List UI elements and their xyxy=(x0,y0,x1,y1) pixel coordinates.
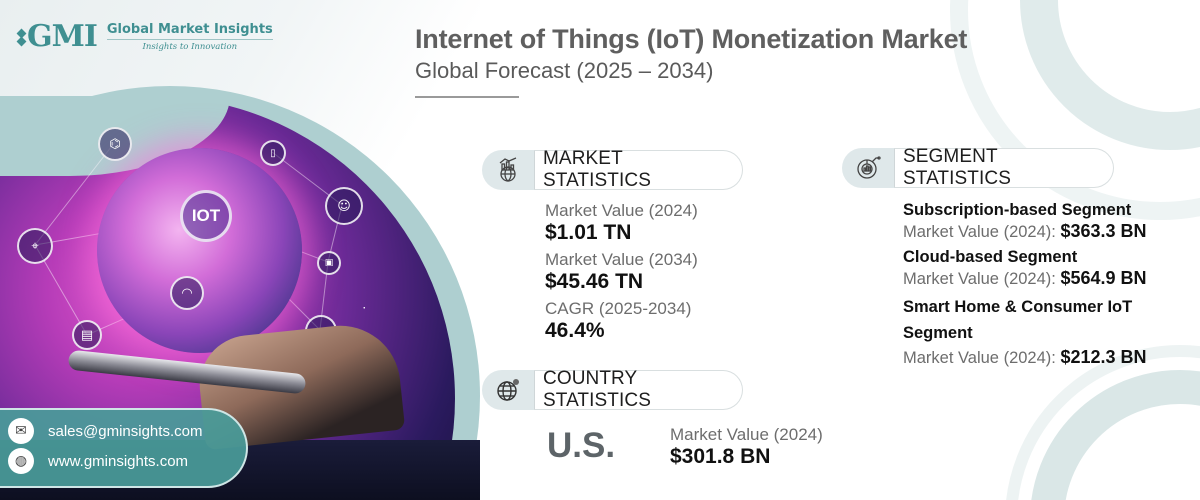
market-statistics-header: MARKET STATISTICS xyxy=(482,148,743,191)
segment-value-line: Market Value (2024): $212.3 BN xyxy=(903,346,1173,369)
stat-label: CAGR (2025-2034) xyxy=(545,299,692,318)
country-statistics-header: COUNTRY STATISTICS xyxy=(482,368,743,411)
globe-icon: ◍ xyxy=(8,448,34,474)
phone-icon: ▯ xyxy=(260,140,286,166)
country-stat: Market Value (2024) $301.8 BN xyxy=(670,425,823,474)
stat-value: $301.8 BN xyxy=(670,445,771,468)
segment-statistics-heading: SEGMENT STATISTICS xyxy=(894,146,1114,189)
stat-value: $45.46 TN xyxy=(545,270,644,293)
email-link[interactable]: sales@gminsights.com xyxy=(48,422,203,440)
segment-value-line: Market Value (2024): $363.3 BN xyxy=(903,220,1173,243)
segment-value-line: Market Value (2024): $564.9 BN xyxy=(903,267,1173,290)
segment-name: Cloud-based Segment xyxy=(903,248,1078,266)
segment-pie-chart-icon xyxy=(842,148,894,188)
decorative-arc xyxy=(1030,370,1200,500)
logo-mark-text: GMI xyxy=(27,19,98,54)
segment-statistics-header: SEGMENT STATISTICS xyxy=(842,146,1114,189)
segment-value-label: Market Value (2024): xyxy=(903,270,1056,288)
contact-email[interactable]: ✉ sales@gminsights.com xyxy=(8,418,202,444)
market-statistics-list: Market Value (2024) $1.01 TN Market Valu… xyxy=(545,201,698,348)
envelope-icon: ✉ xyxy=(8,418,34,444)
stat-label: Market Value (2024) xyxy=(670,425,823,444)
stat-value: $1.01 TN xyxy=(545,221,632,244)
wifi-icon: ◠ xyxy=(170,276,204,310)
country-code: U.S. xyxy=(547,426,616,465)
globe-graphic xyxy=(97,148,302,353)
country-statistics-heading: COUNTRY STATISTICS xyxy=(534,368,743,411)
brand-tagline: Insights to Innovation xyxy=(142,42,238,52)
segment-value: $212.3 BN xyxy=(1060,347,1147,367)
stat-label: Market Value (2034) xyxy=(545,250,698,269)
factory-icon: ▤ xyxy=(72,320,102,350)
segment-name: Subscription-based Segment xyxy=(903,201,1132,219)
chip-icon: ▣ xyxy=(317,251,341,275)
page-subtitle: Global Forecast (2025 – 2034) xyxy=(415,58,714,83)
brand-name: Global Market Insights xyxy=(106,22,273,40)
brand-logo[interactable]: GMI Global Market Insights Insights to I… xyxy=(16,19,273,54)
satellite-dish-icon: ⌖ xyxy=(17,228,53,264)
contact-website[interactable]: ◍ www.gminsights.com xyxy=(8,448,188,474)
segment-statistics-list: Subscription-based Segment Market Value … xyxy=(903,200,1173,373)
website-link[interactable]: www.gminsights.com xyxy=(48,452,189,470)
brain-icon: ☺ xyxy=(325,187,363,225)
segment-name: Smart Home & Consumer IoT Segment xyxy=(903,298,1133,342)
iot-badge: IOT xyxy=(180,190,232,242)
market-statistics-heading: MARKET STATISTICS xyxy=(534,148,743,191)
stat-label: Market Value (2024) xyxy=(545,201,698,220)
contact-bar: ✉ sales@gminsights.com ◍ www.gminsights.… xyxy=(0,408,248,488)
logo-text: Global Market Insights Insights to Innov… xyxy=(106,22,273,52)
market-chart-globe-icon xyxy=(482,150,534,190)
segment-value-label: Market Value (2024): xyxy=(903,349,1056,367)
antenna-icon: ⌬ xyxy=(98,127,132,161)
segment-value: $564.9 BN xyxy=(1060,268,1147,288)
segment-value-label: Market Value (2024): xyxy=(903,223,1056,241)
stat-value: 46.4% xyxy=(545,319,605,342)
globe-pin-icon xyxy=(482,370,534,410)
logo-mark: GMI xyxy=(16,19,98,54)
page-title: Internet of Things (IoT) Monetization Ma… xyxy=(415,24,968,54)
segment-value: $363.3 BN xyxy=(1060,221,1147,241)
title-divider xyxy=(415,96,519,98)
